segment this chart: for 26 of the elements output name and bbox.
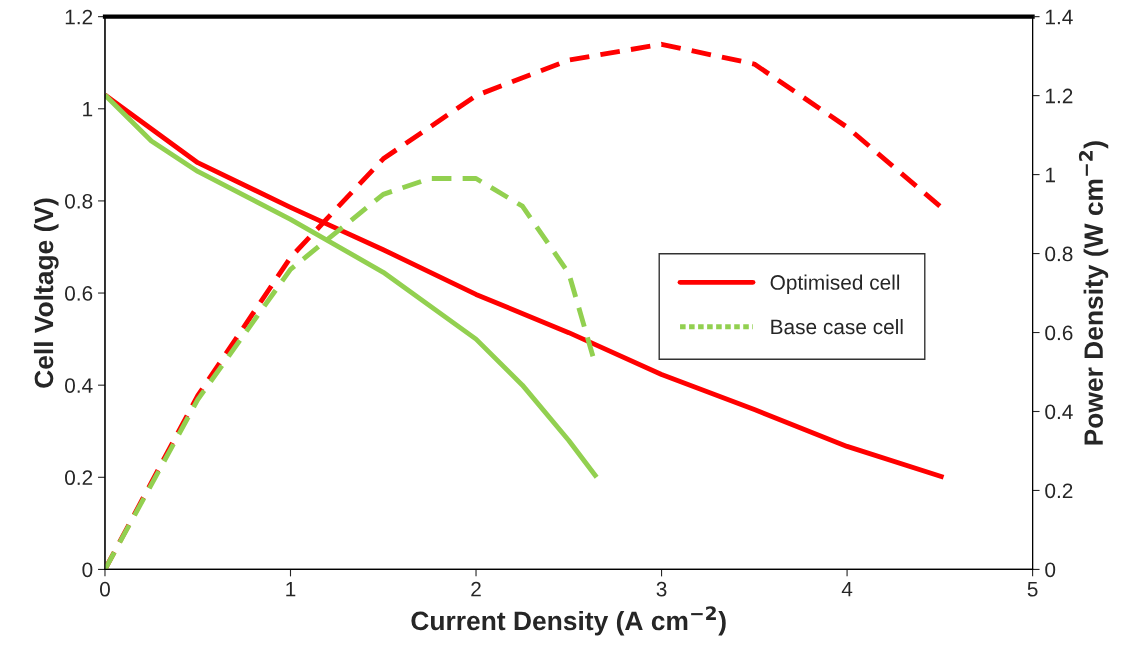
y-tick-label: 0.4 [65,378,93,393]
legend-label: Base case cell [771,318,903,335]
y-tick-label: 1.2 [65,9,93,25]
y2-tick-label: 1.4 [1046,9,1073,25]
x-axis-title: Current Density (A cm$^{−2}$) [411,606,726,636]
x-tick-label: 2 [471,581,481,597]
y-tick-label: 0 [82,562,93,578]
y2-tick-label: 0.6 [1045,325,1073,341]
x-tick-label: 3 [656,581,667,597]
x-tick-label: 0 [99,581,110,597]
x-tick-label: 5 [1027,582,1038,597]
y-tick-label: 0.8 [65,193,93,209]
y2-tick-label: 1.2 [1046,88,1073,104]
x-tick-label: 4 [841,582,853,597]
y2-tick-label: 0 [1045,562,1056,578]
y2-tick-label: 0.2 [1045,483,1073,499]
y-tick-label: 1 [83,102,93,117]
y-tick-label: 0.2 [65,470,93,486]
y-tick-label: 0.6 [65,286,93,301]
y2-tick-label: 0.4 [1045,404,1073,420]
y2-tick-label: 0.8 [1045,246,1073,262]
y-axis-title: Cell Voltage (V) [33,198,59,388]
x-tick-label: 1 [286,582,296,597]
y2-axis-title: Power Density (W cm$^{−2}$) [1078,141,1109,445]
y2-tick-label: 1 [1046,167,1055,183]
legend-label: Optimised cell [770,274,900,294]
